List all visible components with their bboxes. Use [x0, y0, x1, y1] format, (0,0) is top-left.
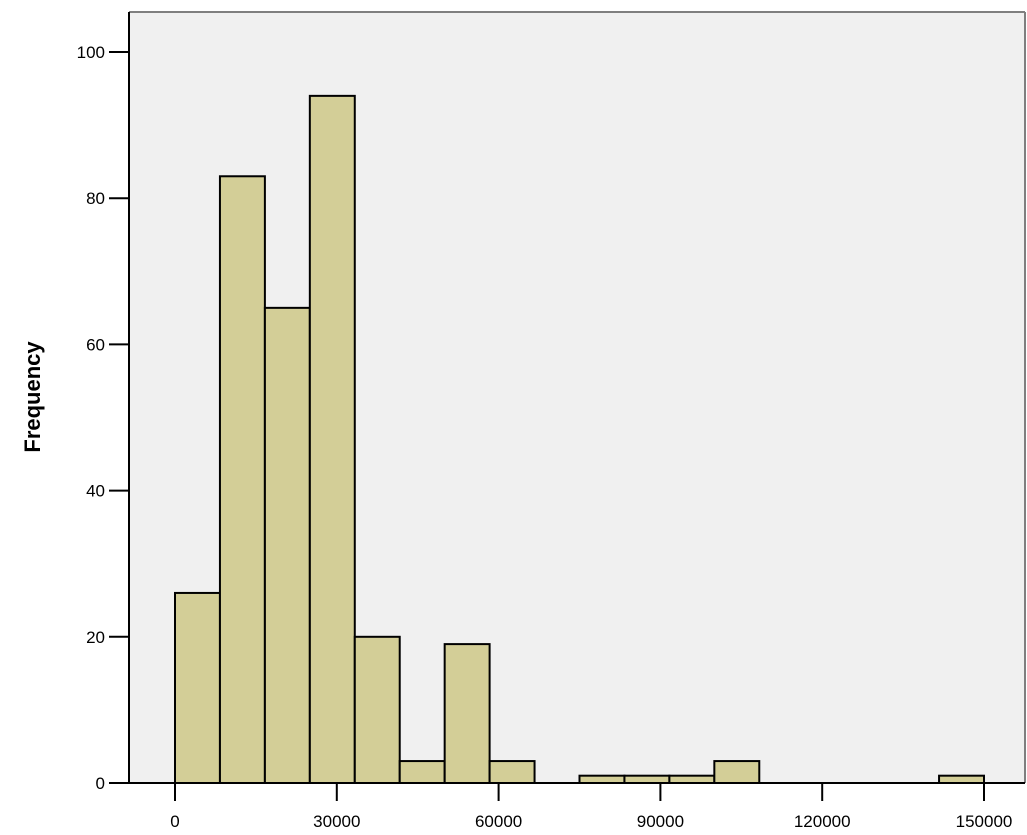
- histogram-bar-11: [668, 774, 716, 785]
- y-tick-label-2: 40: [86, 482, 105, 501]
- histogram-bar-2: [263, 306, 311, 784]
- histogram-bar-17: [938, 774, 986, 785]
- y-tick-label-1: 20: [86, 628, 105, 647]
- y-axis: 0 20 40 60 80 100: [77, 12, 130, 793]
- x-axis: 0 30000 60000 90000 120000 150000: [129, 782, 1025, 831]
- y-tick-label-4: 80: [86, 189, 105, 208]
- y-tick-label-3: 60: [86, 335, 105, 354]
- histogram-bar-0: [174, 591, 221, 784]
- x-tick-label-4: 120000: [794, 812, 851, 831]
- x-tick-label-1: 30000: [313, 812, 360, 831]
- x-tick-label-3: 90000: [637, 812, 684, 831]
- histogram-bar-4: [353, 635, 401, 784]
- y-tick-label-0: 0: [96, 774, 105, 793]
- histogram-bar-7: [488, 760, 536, 785]
- histogram-bars: [174, 94, 986, 785]
- histogram-bar-10: [623, 774, 671, 785]
- histogram-bar-6: [443, 643, 491, 784]
- y-axis-title: Frequency: [20, 341, 45, 453]
- x-tick-label-0: 0: [170, 812, 179, 831]
- x-tick-label-2: 60000: [475, 812, 522, 831]
- y-tick-label-5: 100: [77, 43, 105, 62]
- histogram-bar-1: [218, 175, 266, 784]
- x-tick-label-5: 150000: [956, 812, 1013, 831]
- histogram-bar-12: [713, 760, 761, 785]
- histogram-bar-9: [578, 774, 626, 785]
- histogram-bar-3: [308, 94, 356, 785]
- histogram-bar-5: [398, 760, 446, 785]
